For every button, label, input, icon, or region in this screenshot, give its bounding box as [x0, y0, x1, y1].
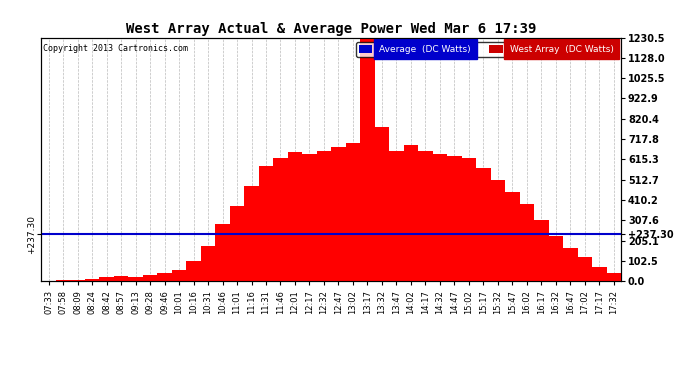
Bar	[418, 150, 433, 281]
Bar	[578, 258, 592, 281]
Bar	[172, 270, 186, 281]
Bar	[331, 147, 346, 281]
Bar	[505, 192, 520, 281]
Bar	[85, 279, 99, 281]
Bar	[592, 267, 607, 281]
Bar	[476, 168, 491, 281]
Title: West Array Actual & Average Power Wed Mar 6 17:39: West Array Actual & Average Power Wed Ma…	[126, 22, 536, 36]
Bar	[215, 224, 230, 281]
Text: Copyright 2013 Cartronics.com: Copyright 2013 Cartronics.com	[43, 44, 188, 52]
Bar	[288, 153, 302, 281]
Bar	[70, 280, 85, 281]
Bar	[404, 145, 418, 281]
Bar	[230, 206, 244, 281]
Bar	[317, 150, 331, 281]
Bar	[143, 275, 157, 281]
Bar	[389, 150, 404, 281]
Bar	[534, 220, 549, 281]
Bar	[447, 156, 462, 281]
Bar	[563, 248, 578, 281]
Bar	[128, 277, 143, 281]
Bar	[244, 186, 259, 281]
Bar	[520, 204, 534, 281]
Bar	[491, 180, 505, 281]
Bar	[375, 127, 389, 281]
Bar	[433, 154, 447, 281]
Bar	[259, 166, 273, 281]
Bar	[99, 277, 114, 281]
Bar	[201, 246, 215, 281]
Bar	[346, 142, 360, 281]
Bar	[56, 280, 70, 281]
Bar	[157, 273, 172, 281]
Bar	[607, 273, 621, 281]
Bar	[302, 154, 317, 281]
Bar	[360, 38, 375, 281]
Legend: Average  (DC Watts), West Array  (DC Watts): Average (DC Watts), West Array (DC Watts…	[356, 42, 616, 57]
Bar	[549, 236, 563, 281]
Bar	[114, 276, 128, 281]
Bar	[462, 158, 476, 281]
Bar	[186, 261, 201, 281]
Bar	[273, 158, 288, 281]
Bar	[41, 280, 56, 281]
